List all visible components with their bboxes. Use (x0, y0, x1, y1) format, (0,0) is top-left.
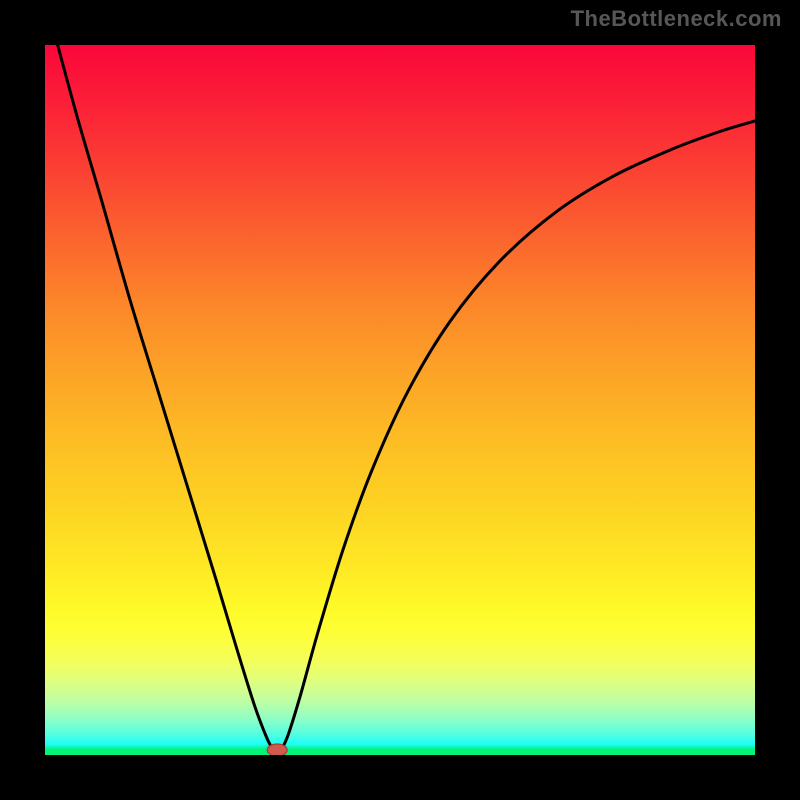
optimal-point-marker (267, 744, 287, 756)
watermark-text: TheBottleneck.com (571, 6, 782, 32)
chart-container: TheBottleneck.com (0, 0, 800, 800)
bottleneck-chart (0, 0, 800, 800)
chart-background (45, 45, 755, 755)
